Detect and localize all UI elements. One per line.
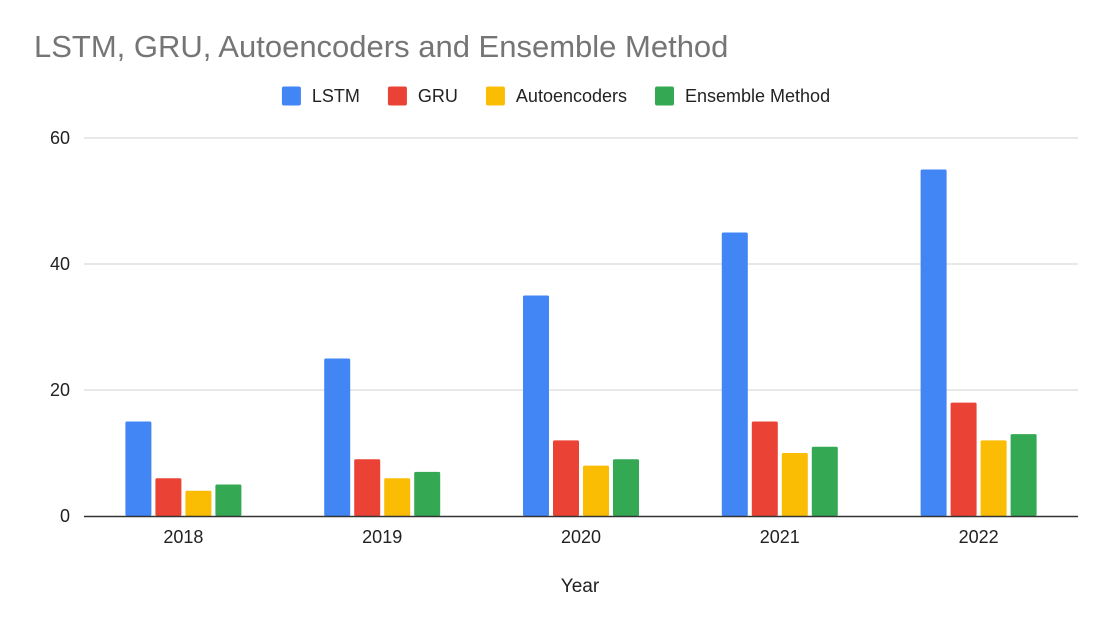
legend-swatch bbox=[281, 86, 301, 106]
bar-ensemble-method-2021 bbox=[811, 446, 838, 516]
bar-gru-2018 bbox=[155, 478, 182, 516]
y-axis-ticks: 0 20 40 60 bbox=[50, 128, 70, 526]
bar-ensemble-method-2019 bbox=[414, 471, 441, 516]
bar-ensemble-method-2022 bbox=[1010, 434, 1037, 516]
bar-lstm-2019 bbox=[324, 358, 351, 516]
bar-ensemble-method-2018 bbox=[215, 484, 242, 516]
bar-autoencoders-2018 bbox=[185, 490, 212, 516]
legend-label: LSTM bbox=[312, 86, 360, 106]
legend: LSTM GRU Autoencoders Ensemble Method bbox=[281, 86, 830, 106]
legend-label: Autoencoders bbox=[516, 86, 627, 106]
bar-lstm-2018 bbox=[125, 421, 152, 516]
y-tick-label: 20 bbox=[50, 380, 70, 400]
legend-label: GRU bbox=[418, 86, 458, 106]
chart-title: LSTM, GRU, Autoencoders and Ensemble Met… bbox=[34, 29, 728, 64]
bar-lstm-2022 bbox=[920, 169, 947, 516]
legend-item-autoencoders: Autoencoders bbox=[485, 86, 627, 106]
y-tick-label: 40 bbox=[50, 254, 70, 274]
bar-gru-2020 bbox=[553, 440, 579, 516]
bar-autoencoders-2021 bbox=[781, 453, 808, 516]
x-axis-label: Year bbox=[561, 576, 600, 597]
gridlines bbox=[84, 137, 1078, 391]
bar-ensemble-method-2020 bbox=[613, 459, 639, 516]
legend-label: Ensemble Method bbox=[685, 86, 830, 106]
x-tick-label: 2020 bbox=[561, 527, 601, 547]
bar-gru-2022 bbox=[950, 402, 977, 516]
bar-lstm-2021 bbox=[721, 232, 748, 516]
x-tick-label: 2021 bbox=[760, 527, 800, 547]
bar-gru-2021 bbox=[751, 421, 778, 516]
x-tick-label: 2018 bbox=[163, 527, 203, 547]
legend-item-lstm: LSTM bbox=[281, 86, 360, 106]
legend-item-ensemble-method: Ensemble Method bbox=[655, 86, 830, 106]
bar-autoencoders-2022 bbox=[980, 440, 1007, 516]
y-tick-label: 60 bbox=[50, 128, 70, 148]
bars bbox=[125, 169, 1037, 516]
bar-lstm-2020 bbox=[523, 295, 549, 516]
legend-swatch bbox=[655, 86, 674, 106]
x-axis-ticks: 2018 2019 2020 2021 2022 bbox=[163, 527, 998, 547]
x-tick-label: 2022 bbox=[959, 527, 999, 547]
legend-swatch bbox=[485, 86, 505, 106]
bar-autoencoders-2019 bbox=[384, 478, 411, 516]
legend-swatch bbox=[387, 86, 407, 106]
bar-gru-2019 bbox=[354, 459, 381, 516]
y-tick-label: 0 bbox=[60, 506, 70, 526]
bar-autoencoders-2020 bbox=[583, 465, 609, 516]
legend-item-gru: GRU bbox=[387, 86, 458, 106]
x-tick-label: 2019 bbox=[362, 527, 402, 547]
